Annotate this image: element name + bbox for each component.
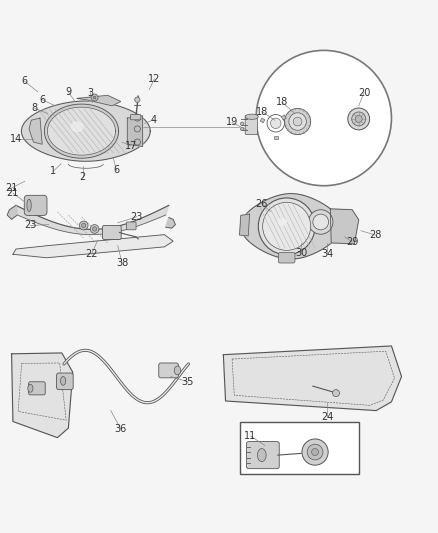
- Circle shape: [271, 118, 281, 128]
- Circle shape: [355, 116, 362, 123]
- FancyBboxPatch shape: [279, 253, 295, 263]
- Polygon shape: [77, 95, 121, 106]
- Text: 2: 2: [80, 172, 86, 182]
- Text: 23: 23: [131, 212, 143, 222]
- Text: 4: 4: [150, 115, 156, 125]
- Polygon shape: [7, 205, 17, 220]
- Text: 3: 3: [87, 88, 93, 98]
- Polygon shape: [13, 235, 173, 258]
- FancyBboxPatch shape: [247, 441, 279, 469]
- Polygon shape: [29, 118, 42, 144]
- Ellipse shape: [258, 449, 266, 462]
- Ellipse shape: [71, 122, 84, 132]
- Bar: [274, 135, 278, 139]
- Ellipse shape: [245, 114, 258, 119]
- Circle shape: [91, 94, 98, 101]
- Text: 26: 26: [256, 199, 268, 208]
- Bar: [281, 115, 286, 120]
- Circle shape: [289, 113, 306, 130]
- Text: 6: 6: [39, 95, 45, 104]
- Polygon shape: [127, 116, 143, 147]
- Polygon shape: [44, 104, 119, 158]
- Circle shape: [256, 51, 392, 185]
- Circle shape: [79, 221, 88, 230]
- Text: 6: 6: [113, 165, 120, 175]
- Circle shape: [92, 227, 97, 231]
- Polygon shape: [240, 214, 250, 236]
- Circle shape: [93, 96, 96, 99]
- Bar: [240, 422, 359, 474]
- Ellipse shape: [60, 376, 66, 385]
- Circle shape: [308, 210, 333, 234]
- Circle shape: [240, 127, 244, 131]
- Circle shape: [135, 97, 140, 102]
- Text: 24: 24: [321, 411, 333, 422]
- Text: 23: 23: [24, 221, 36, 230]
- Text: 18: 18: [256, 107, 268, 117]
- Text: 21: 21: [5, 183, 18, 193]
- Polygon shape: [166, 217, 175, 228]
- Text: 17: 17: [125, 141, 137, 151]
- FancyBboxPatch shape: [159, 363, 178, 378]
- Circle shape: [332, 390, 339, 397]
- Polygon shape: [16, 205, 169, 235]
- Text: 21: 21: [7, 188, 19, 198]
- FancyBboxPatch shape: [28, 382, 45, 395]
- Circle shape: [293, 117, 302, 126]
- Polygon shape: [47, 107, 116, 155]
- Polygon shape: [12, 353, 73, 438]
- Circle shape: [134, 126, 141, 132]
- Circle shape: [263, 203, 311, 251]
- Text: 28: 28: [369, 230, 381, 240]
- Circle shape: [307, 444, 323, 460]
- Polygon shape: [223, 346, 402, 410]
- Text: 18: 18: [276, 98, 289, 107]
- Circle shape: [240, 122, 244, 125]
- Text: 6: 6: [21, 76, 28, 86]
- Ellipse shape: [28, 384, 33, 392]
- Text: 34: 34: [321, 249, 333, 259]
- Text: 20: 20: [358, 88, 370, 98]
- FancyBboxPatch shape: [127, 222, 136, 230]
- Circle shape: [285, 108, 311, 135]
- Circle shape: [258, 198, 315, 255]
- Text: 12: 12: [148, 74, 161, 84]
- Text: 35: 35: [181, 377, 194, 387]
- Text: 14: 14: [10, 134, 22, 143]
- Polygon shape: [241, 193, 341, 259]
- Circle shape: [81, 223, 86, 228]
- Text: 29: 29: [346, 237, 358, 247]
- Text: 1: 1: [50, 166, 56, 176]
- Circle shape: [90, 224, 99, 233]
- Circle shape: [311, 449, 318, 456]
- Text: 36: 36: [115, 424, 127, 434]
- Circle shape: [134, 139, 141, 145]
- FancyBboxPatch shape: [131, 115, 141, 120]
- Circle shape: [348, 108, 370, 130]
- Ellipse shape: [174, 366, 181, 375]
- FancyBboxPatch shape: [102, 225, 121, 239]
- Text: 9: 9: [65, 87, 71, 97]
- Text: 30: 30: [295, 247, 307, 257]
- FancyBboxPatch shape: [245, 116, 258, 135]
- Circle shape: [352, 112, 366, 126]
- Ellipse shape: [27, 199, 31, 212]
- Ellipse shape: [278, 218, 287, 226]
- Polygon shape: [21, 101, 150, 161]
- FancyBboxPatch shape: [57, 373, 73, 390]
- Circle shape: [302, 439, 328, 465]
- Circle shape: [134, 115, 141, 121]
- Text: 22: 22: [85, 249, 98, 259]
- Text: 8: 8: [32, 103, 38, 114]
- Text: 38: 38: [116, 258, 128, 268]
- Text: 19: 19: [226, 117, 238, 127]
- Circle shape: [313, 214, 328, 230]
- Polygon shape: [330, 209, 359, 244]
- Text: 11: 11: [244, 431, 257, 441]
- FancyBboxPatch shape: [24, 195, 47, 215]
- Bar: [260, 118, 265, 123]
